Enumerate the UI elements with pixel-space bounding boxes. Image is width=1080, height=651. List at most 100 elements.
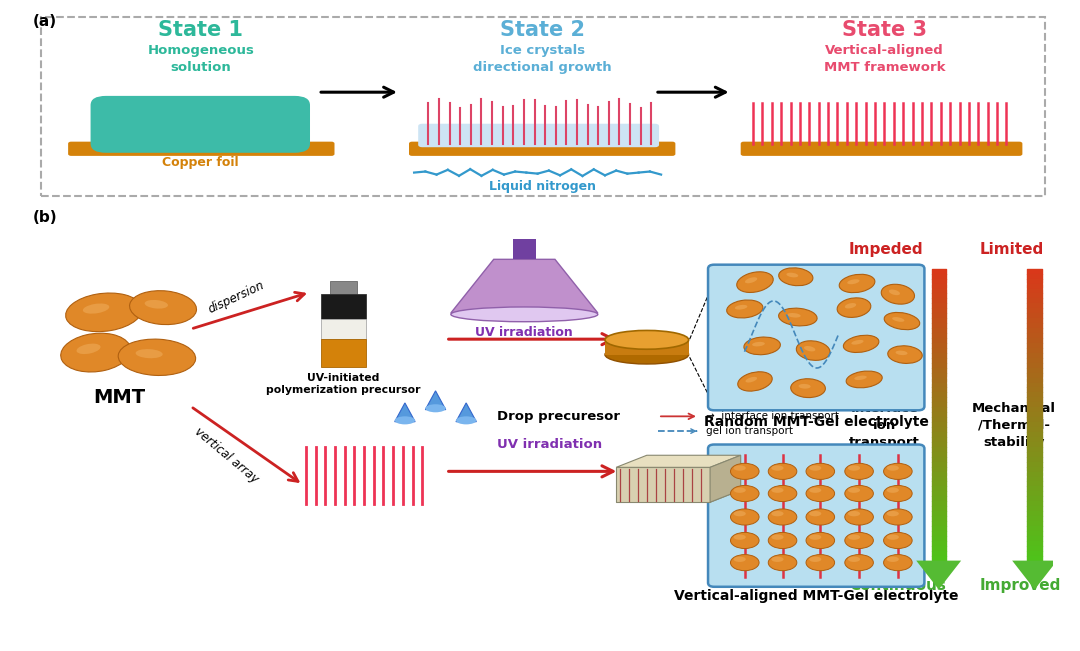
Text: Ice crystals
directional growth: Ice crystals directional growth: [473, 44, 612, 74]
Polygon shape: [456, 403, 476, 422]
Ellipse shape: [733, 511, 746, 516]
Text: Interface
ion
transport: Interface ion transport: [849, 402, 920, 449]
Ellipse shape: [845, 555, 874, 571]
Ellipse shape: [796, 340, 831, 361]
Ellipse shape: [605, 345, 689, 364]
Text: (b): (b): [32, 210, 57, 225]
Ellipse shape: [768, 509, 797, 525]
Ellipse shape: [887, 465, 899, 471]
Polygon shape: [617, 455, 741, 467]
Ellipse shape: [771, 465, 784, 471]
Ellipse shape: [798, 384, 811, 389]
Bar: [321, 319, 366, 339]
Ellipse shape: [845, 509, 874, 525]
Ellipse shape: [806, 533, 835, 549]
Ellipse shape: [734, 305, 747, 310]
Ellipse shape: [768, 486, 797, 501]
Ellipse shape: [883, 486, 913, 501]
Ellipse shape: [809, 511, 821, 516]
Ellipse shape: [752, 342, 765, 346]
Ellipse shape: [733, 465, 746, 471]
Ellipse shape: [806, 486, 835, 501]
Ellipse shape: [888, 346, 922, 363]
Ellipse shape: [66, 293, 143, 331]
FancyBboxPatch shape: [409, 142, 675, 156]
Polygon shape: [450, 259, 598, 313]
Text: State 3: State 3: [842, 20, 927, 40]
Ellipse shape: [895, 351, 907, 355]
Bar: [330, 281, 357, 294]
Ellipse shape: [806, 555, 835, 571]
Ellipse shape: [730, 509, 759, 525]
Bar: [513, 239, 536, 259]
Ellipse shape: [450, 307, 598, 322]
Text: UV-initiated
polymerization precursor: UV-initiated polymerization precursor: [267, 373, 421, 395]
Polygon shape: [394, 403, 415, 422]
Ellipse shape: [809, 557, 821, 562]
FancyBboxPatch shape: [418, 124, 659, 147]
Ellipse shape: [889, 290, 900, 295]
Ellipse shape: [130, 290, 197, 325]
Ellipse shape: [768, 533, 797, 549]
Text: UV irradiation: UV irradiation: [475, 326, 573, 339]
Bar: [321, 294, 366, 319]
Ellipse shape: [745, 377, 757, 383]
Ellipse shape: [806, 509, 835, 525]
Ellipse shape: [771, 557, 784, 562]
Ellipse shape: [883, 509, 913, 525]
Ellipse shape: [733, 557, 746, 562]
Ellipse shape: [456, 417, 476, 424]
Polygon shape: [426, 391, 446, 409]
Ellipse shape: [745, 277, 757, 283]
Ellipse shape: [737, 272, 773, 292]
Ellipse shape: [848, 465, 860, 471]
Polygon shape: [710, 455, 741, 502]
Ellipse shape: [771, 511, 784, 516]
Ellipse shape: [848, 511, 860, 516]
Ellipse shape: [83, 303, 109, 314]
Polygon shape: [1012, 561, 1057, 589]
Ellipse shape: [118, 339, 195, 376]
Ellipse shape: [845, 303, 856, 309]
Text: State 2: State 2: [500, 20, 585, 40]
Ellipse shape: [846, 371, 882, 388]
Ellipse shape: [727, 300, 762, 318]
Ellipse shape: [887, 488, 899, 493]
Polygon shape: [916, 561, 961, 589]
Ellipse shape: [809, 534, 821, 540]
Ellipse shape: [730, 555, 759, 571]
Ellipse shape: [77, 344, 100, 354]
Ellipse shape: [145, 300, 168, 309]
Text: (a): (a): [32, 14, 56, 29]
Text: vertical array: vertical array: [192, 425, 260, 486]
Polygon shape: [617, 467, 710, 502]
Ellipse shape: [779, 268, 813, 286]
Ellipse shape: [845, 533, 874, 549]
Ellipse shape: [733, 488, 746, 493]
Ellipse shape: [883, 533, 913, 549]
Text: Random MMT-Gel electrolyte: Random MMT-Gel electrolyte: [704, 415, 929, 429]
Text: Vertical-aligned MMT-Gel electrolyte: Vertical-aligned MMT-Gel electrolyte: [674, 589, 958, 603]
FancyBboxPatch shape: [741, 142, 1023, 156]
Ellipse shape: [738, 372, 772, 391]
Polygon shape: [617, 490, 741, 502]
Ellipse shape: [847, 279, 860, 284]
Text: Vertical-aligned
MMT framework: Vertical-aligned MMT framework: [824, 44, 945, 74]
Ellipse shape: [848, 534, 860, 540]
Ellipse shape: [839, 274, 875, 293]
Ellipse shape: [786, 273, 798, 277]
Text: Mechanical
/Thermal-
stability: Mechanical /Thermal- stability: [972, 402, 1056, 449]
Text: Limited: Limited: [980, 242, 1043, 257]
Text: Copper foil: Copper foil: [162, 156, 239, 169]
Ellipse shape: [854, 376, 867, 380]
Ellipse shape: [730, 533, 759, 549]
Ellipse shape: [887, 534, 899, 540]
Text: Improved: Improved: [980, 578, 1061, 593]
Ellipse shape: [426, 404, 446, 412]
Ellipse shape: [779, 308, 818, 326]
Ellipse shape: [730, 464, 759, 479]
FancyBboxPatch shape: [68, 142, 335, 156]
Text: Homogeneous
solution: Homogeneous solution: [147, 44, 254, 74]
Ellipse shape: [768, 555, 797, 571]
FancyBboxPatch shape: [708, 445, 924, 587]
